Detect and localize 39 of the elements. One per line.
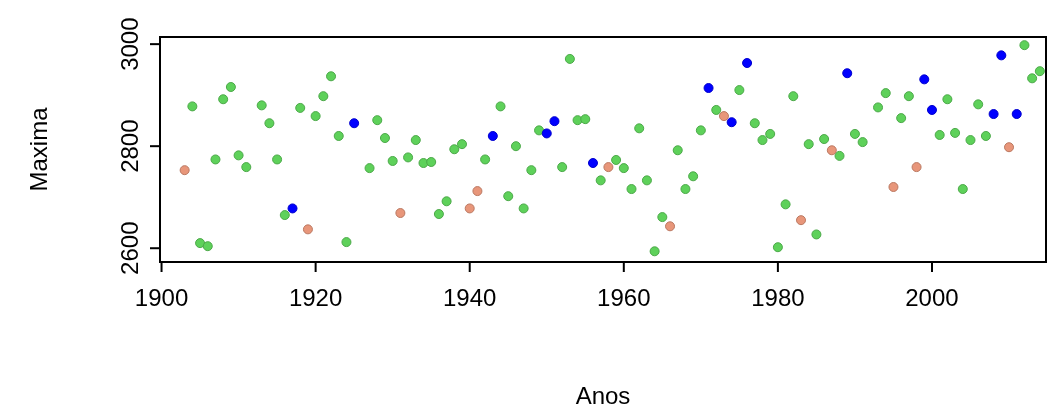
point (541, 128, 552, 139)
x-tick-label: 1960 (597, 284, 651, 311)
point (665, 221, 676, 232)
point (603, 162, 614, 173)
point (179, 165, 190, 176)
x-tick-label: 1920 (288, 284, 343, 311)
point (718, 111, 729, 122)
point (888, 182, 899, 192)
point (926, 104, 937, 115)
point (842, 68, 853, 79)
y-tick-label: 2600 (116, 221, 143, 275)
y-tick-label: 2800 (116, 119, 143, 173)
point (302, 224, 313, 235)
point (464, 203, 475, 214)
point (349, 118, 360, 129)
point (988, 109, 999, 120)
point (287, 203, 298, 214)
point (1011, 109, 1022, 120)
point (549, 116, 560, 127)
point (726, 117, 737, 128)
point (826, 145, 837, 156)
x-tick-label: 1900 (134, 284, 189, 311)
x-tick-label: 1980 (751, 284, 805, 311)
point (1004, 142, 1015, 153)
point (911, 162, 922, 173)
x-axis-title: Anos (575, 382, 631, 409)
point (703, 83, 714, 94)
point (395, 208, 406, 219)
point (996, 50, 1007, 61)
point (919, 74, 930, 85)
point (796, 215, 806, 226)
point (742, 58, 753, 69)
x-tick-label: 1940 (443, 284, 497, 311)
x-tick-label: 2000 (905, 284, 959, 311)
y-axis-title: Maxima (25, 106, 52, 192)
point (487, 130, 498, 141)
y-tick-label: 3000 (116, 17, 143, 71)
point (587, 158, 598, 169)
point (472, 186, 483, 197)
